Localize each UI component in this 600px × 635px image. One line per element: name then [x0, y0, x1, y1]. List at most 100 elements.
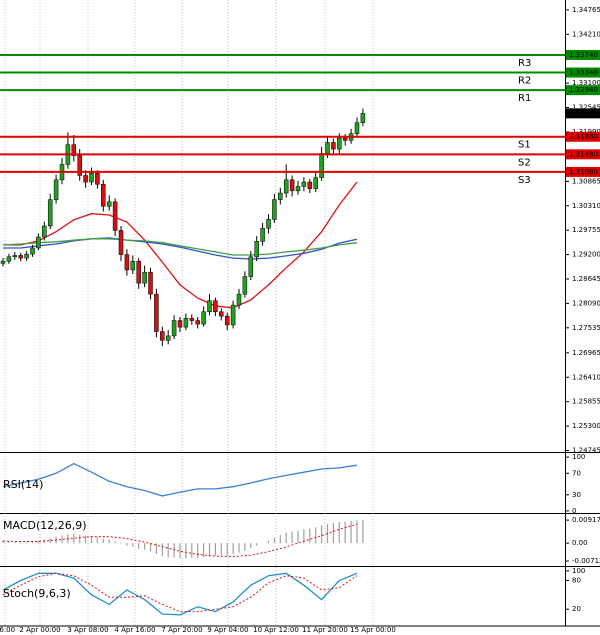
candle-body — [266, 219, 271, 229]
last-price-box — [566, 108, 600, 119]
x-tick-label: 4 Apr 16:00 — [114, 626, 155, 634]
candle-body — [219, 311, 224, 317]
candle-body — [248, 256, 254, 277]
candle-body — [142, 271, 147, 284]
x-tick-label: 16:00 — [0, 626, 15, 634]
level-price-box — [566, 85, 600, 96]
y-tick-label: 1.26965 — [572, 349, 600, 357]
candle-body — [224, 315, 230, 326]
candle-body — [360, 113, 366, 123]
x-tick-label: 9 Apr 04:00 — [207, 626, 248, 634]
level-price-label: 1.31880 — [569, 133, 598, 141]
panel-title: RSI(14) — [3, 478, 43, 491]
indicator-line — [3, 181, 358, 309]
y-tick-label: 70 — [572, 469, 581, 477]
level-name: S2 — [518, 157, 531, 168]
y-tick-label: 1.34765 — [572, 6, 600, 14]
x-tick-label: 11 Apr 20:00 — [302, 626, 348, 634]
y-tick-label: 1.24745 — [572, 446, 600, 454]
level-name: S1 — [518, 140, 531, 151]
y-tick-label: 30 — [572, 491, 581, 499]
level-price-label: 1.32940 — [569, 86, 598, 94]
candle-body — [118, 230, 124, 255]
level-price-label: 1.33740 — [569, 51, 598, 59]
y-tick-label: 20 — [572, 605, 581, 613]
candle-body — [53, 179, 59, 200]
candle-body — [42, 225, 47, 238]
candle-body — [283, 179, 289, 194]
candle-body — [337, 137, 342, 150]
y-tick-label: 0.009172 — [572, 516, 600, 524]
candle-body — [47, 199, 53, 227]
x-tick-label: 3 Apr 08:00 — [67, 626, 108, 634]
y-tick-label: 1.28090 — [572, 299, 600, 307]
y-tick-label: -0.007129 — [572, 557, 600, 565]
candle-body — [124, 254, 130, 271]
level-price-box — [566, 149, 600, 160]
candle-body — [112, 201, 118, 231]
candle-body — [207, 300, 212, 312]
candle-body — [83, 175, 88, 183]
candle-body — [201, 311, 206, 325]
candle-body — [0, 260, 6, 264]
candle-body — [12, 255, 18, 258]
candle-body — [6, 256, 12, 262]
y-tick-label: 0 — [572, 507, 576, 515]
candle-body — [130, 260, 136, 271]
y-tick-label: 1.32545 — [572, 104, 600, 112]
candle-body — [301, 181, 307, 187]
candle-body — [30, 247, 35, 255]
candle-body — [213, 300, 218, 312]
level-name: R2 — [518, 76, 531, 87]
candle-body — [36, 236, 41, 249]
candle-body — [325, 142, 330, 154]
y-tick-label: 1.28645 — [572, 275, 600, 283]
indicator-line — [2, 572, 358, 616]
x-tick-label: 2 Apr 00:00 — [19, 626, 60, 634]
indicator-line — [3, 237, 358, 260]
last-price-label: 1.32412 — [569, 109, 598, 117]
level-name: S3 — [518, 175, 531, 186]
level-name: R3 — [518, 58, 531, 69]
level-name: R1 — [518, 93, 531, 104]
candle-body — [177, 320, 183, 328]
level-price-box — [566, 166, 600, 177]
candle-body — [307, 181, 313, 189]
candle-body — [165, 335, 171, 341]
candle-body — [89, 172, 94, 183]
panel-title: Stoch(9,6,3) — [3, 587, 71, 600]
level-price-box — [566, 49, 600, 60]
candle-body — [278, 192, 283, 200]
indicator-line — [2, 238, 358, 256]
candle-body — [171, 320, 177, 337]
indicator-line — [2, 462, 358, 497]
y-tick-label: 1.25855 — [572, 398, 600, 406]
candle-body — [354, 122, 360, 134]
y-tick-label: 1.30865 — [572, 177, 600, 185]
candle-body — [195, 320, 200, 325]
candle-body — [24, 253, 29, 259]
y-tick-label: 1.25300 — [572, 422, 600, 430]
candle-body — [342, 137, 348, 141]
level-price-box — [566, 131, 600, 142]
level-price-label: 1.33340 — [569, 69, 598, 77]
candle-body — [331, 142, 336, 150]
candle-body — [106, 201, 112, 207]
candle-body — [272, 199, 277, 220]
y-tick-label: 1.26410 — [572, 373, 600, 381]
candle-body — [154, 293, 159, 332]
candle-body — [236, 293, 242, 306]
y-tick-label: 100 — [572, 453, 585, 461]
y-tick-label: 0.00 — [572, 539, 588, 547]
level-price-box — [566, 67, 600, 78]
candle-body — [189, 318, 195, 321]
y-tick-label: 1.29755 — [572, 226, 600, 234]
candle-body — [313, 177, 318, 189]
x-tick-label: 7 Apr 20:00 — [161, 626, 202, 634]
panel-title: MACD(12,26,9) — [3, 519, 87, 532]
candle-body — [242, 276, 248, 295]
x-tick-label: 10 Apr 12:00 — [253, 626, 299, 634]
candle-body — [183, 318, 189, 328]
y-tick-label: 1.34210 — [572, 30, 600, 38]
